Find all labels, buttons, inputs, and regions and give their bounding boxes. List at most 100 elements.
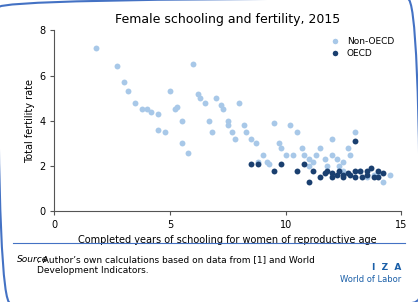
Point xyxy=(125,89,132,94)
Point xyxy=(368,166,375,171)
Point xyxy=(324,164,331,169)
Point xyxy=(340,159,347,164)
Point xyxy=(259,153,266,157)
Text: : Author’s own calculations based on data from [1] and World
Development Indicat: : Author’s own calculations based on dat… xyxy=(37,255,315,275)
Legend: Non-OECD, OECD: Non-OECD, OECD xyxy=(324,35,397,61)
Point xyxy=(213,96,219,101)
Point xyxy=(324,168,331,173)
Point xyxy=(278,146,284,150)
Point xyxy=(329,175,335,180)
Point xyxy=(252,141,259,146)
Point xyxy=(173,105,180,110)
Title: Female schooling and fertility, 2015: Female schooling and fertility, 2015 xyxy=(115,13,340,26)
Point xyxy=(224,118,231,123)
Point xyxy=(321,157,328,162)
Point xyxy=(352,175,358,180)
Y-axis label: Total fertility rate: Total fertility rate xyxy=(25,79,35,163)
Point xyxy=(229,130,236,135)
Point xyxy=(148,109,155,114)
Point xyxy=(340,168,347,173)
Point xyxy=(386,173,393,178)
Point xyxy=(206,118,213,123)
Point xyxy=(275,141,282,146)
Point xyxy=(352,139,358,144)
Point xyxy=(224,123,231,128)
Point xyxy=(171,107,178,112)
Point xyxy=(380,179,386,184)
Point xyxy=(132,100,139,105)
Point xyxy=(120,80,127,85)
Point xyxy=(220,107,227,112)
Point xyxy=(352,130,358,135)
Point xyxy=(363,173,370,178)
Point xyxy=(301,161,308,166)
Point xyxy=(317,175,324,180)
Point xyxy=(178,118,185,123)
Point xyxy=(143,107,150,112)
Point xyxy=(340,175,347,180)
Point xyxy=(282,153,289,157)
Point xyxy=(375,168,382,173)
Point xyxy=(336,168,342,173)
Point xyxy=(294,168,301,173)
Point xyxy=(306,157,312,162)
Point xyxy=(241,123,247,128)
Point xyxy=(266,161,273,166)
Point xyxy=(312,153,319,157)
Point xyxy=(329,137,335,141)
Point xyxy=(139,107,145,112)
Text: Source: Source xyxy=(17,255,48,264)
Point xyxy=(247,137,254,141)
Point xyxy=(352,168,358,173)
Point xyxy=(194,91,201,96)
Point xyxy=(287,123,293,128)
Point xyxy=(201,100,208,105)
Point xyxy=(155,112,162,117)
Point xyxy=(155,127,162,132)
Point xyxy=(289,153,296,157)
Point xyxy=(340,173,347,178)
Point xyxy=(255,159,261,164)
Point xyxy=(113,64,120,69)
Point xyxy=(255,161,261,166)
Point xyxy=(243,130,250,135)
Point xyxy=(329,170,335,175)
Point xyxy=(347,153,354,157)
Point xyxy=(301,153,308,157)
Point xyxy=(310,159,317,164)
Point xyxy=(294,130,301,135)
Point xyxy=(271,168,278,173)
Text: I  Z  A: I Z A xyxy=(372,263,401,272)
Point xyxy=(370,175,377,180)
Point xyxy=(363,168,370,173)
Point xyxy=(329,153,335,157)
Point xyxy=(380,170,386,175)
Point xyxy=(363,175,370,180)
Point xyxy=(93,46,99,51)
Point xyxy=(167,89,173,94)
Point xyxy=(375,175,382,180)
Point xyxy=(264,159,270,164)
Point xyxy=(317,146,324,150)
Point xyxy=(356,168,363,173)
Point xyxy=(232,137,238,141)
Point xyxy=(271,121,278,126)
Point xyxy=(306,179,312,184)
Point xyxy=(336,164,342,169)
Text: World of Labor: World of Labor xyxy=(340,275,401,284)
Point xyxy=(347,173,354,178)
Point xyxy=(217,103,224,108)
Point xyxy=(359,175,365,180)
Point xyxy=(310,168,317,173)
Point xyxy=(162,130,169,135)
Point xyxy=(298,146,305,150)
Point xyxy=(345,146,352,150)
Point xyxy=(306,164,312,169)
Point xyxy=(356,168,363,173)
Point xyxy=(333,173,340,178)
Point xyxy=(345,170,352,175)
Point xyxy=(278,161,284,166)
Point xyxy=(185,150,192,155)
Point xyxy=(178,141,185,146)
X-axis label: Completed years of schooling for women of reproductive age: Completed years of schooling for women o… xyxy=(79,235,377,245)
